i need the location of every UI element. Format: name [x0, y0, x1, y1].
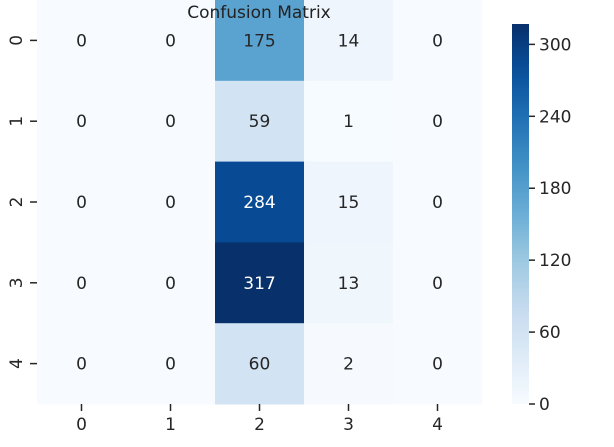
cell-value-label: 0	[165, 355, 176, 375]
colorbar-tick-label: 60	[539, 323, 561, 343]
heatmap-cell	[215, 80, 305, 163]
cell-value-label: 0	[76, 355, 87, 375]
cell-value-label: 60	[249, 355, 271, 375]
y-tick-label: 0	[7, 35, 27, 46]
cell-value-label: 0	[76, 31, 87, 51]
cell-value-label: 0	[432, 355, 443, 375]
heatmap-cell	[215, 161, 305, 243]
heatmap-cell	[37, 80, 127, 163]
x-tick-label: 2	[254, 415, 265, 435]
heatmap-cells	[37, 0, 483, 405]
cell-value-label: 175	[243, 31, 275, 51]
heatmap-cell	[304, 161, 394, 243]
heatmap-cell	[126, 242, 216, 324]
cell-value-label: 0	[432, 274, 443, 294]
heatmap-cell	[304, 242, 394, 324]
cell-value-label: 0	[76, 274, 87, 294]
cell-value-label: 0	[432, 193, 443, 213]
x-tick-label: 0	[76, 415, 87, 435]
heatmap-cell	[37, 323, 127, 405]
cell-value-label: 15	[338, 193, 360, 213]
colorbar-tick-label: 120	[539, 251, 571, 271]
cell-value-label: 0	[432, 31, 443, 51]
heatmap-cell	[37, 242, 127, 324]
heatmap-cell	[126, 0, 216, 82]
x-tick-label: 1	[165, 415, 176, 435]
heatmap-cell	[304, 0, 394, 82]
cell-value-label: 0	[165, 112, 176, 132]
cell-value-label: 1	[343, 112, 354, 132]
heatmap-cell	[393, 0, 483, 82]
cell-value-label: 2	[343, 355, 354, 375]
cell-value-label: 317	[243, 274, 275, 294]
colorbar-ticks: 0 60 120 180 240 300	[529, 35, 571, 415]
heatmap-cell	[304, 323, 394, 405]
y-tick-label: 2	[7, 197, 27, 208]
colorbar-tick-label: 300	[539, 35, 571, 55]
cell-value-label: 0	[432, 112, 443, 132]
y-axis: 0 1 2 3 4	[7, 35, 37, 369]
x-axis: 0 1 2 3 4	[76, 404, 443, 435]
colorbar-tick-label: 180	[539, 179, 571, 199]
cell-value-label: 0	[76, 193, 87, 213]
heatmap-cell	[126, 80, 216, 163]
chart-title: Confusion Matrix	[187, 3, 331, 23]
heatmap-cell	[37, 0, 127, 82]
cell-value-label: 0	[165, 31, 176, 51]
y-tick-label: 1	[7, 116, 27, 127]
heatmap-cell	[393, 323, 483, 405]
x-tick-label: 4	[432, 415, 443, 435]
cell-value-label: 59	[249, 112, 271, 132]
heatmap-cell	[215, 0, 305, 82]
colorbar-tick-label: 240	[539, 107, 571, 127]
cell-value-label: 0	[76, 112, 87, 132]
heatmap-cell	[126, 323, 216, 405]
heatmap-cell	[215, 242, 305, 324]
heatmap-cell	[393, 80, 483, 163]
cell-value-label: 284	[243, 193, 275, 213]
heatmap-cell	[304, 80, 394, 163]
heatmap-cell	[393, 242, 483, 324]
cell-value-label: 0	[165, 274, 176, 294]
colorbar-tick-label: 0	[539, 395, 550, 415]
heatmap-cell	[215, 323, 305, 405]
cell-value-label: 14	[338, 31, 360, 51]
heatmap-cell-labels: 0 0 175 14 0 0 0 59 1 0 0 0 284 15 0 0 0 317 13 0 0 0 60 2 0	[76, 31, 443, 374]
heatmap-cell	[393, 161, 483, 243]
x-tick-label: 3	[343, 415, 354, 435]
heatmap-cell	[37, 161, 127, 243]
cell-value-label: 13	[338, 274, 360, 294]
heatmap-cell	[126, 161, 216, 243]
colorbar	[512, 24, 529, 404]
cell-value-label: 0	[165, 193, 176, 213]
y-tick-label: 4	[7, 358, 27, 369]
y-tick-label: 3	[7, 277, 27, 288]
